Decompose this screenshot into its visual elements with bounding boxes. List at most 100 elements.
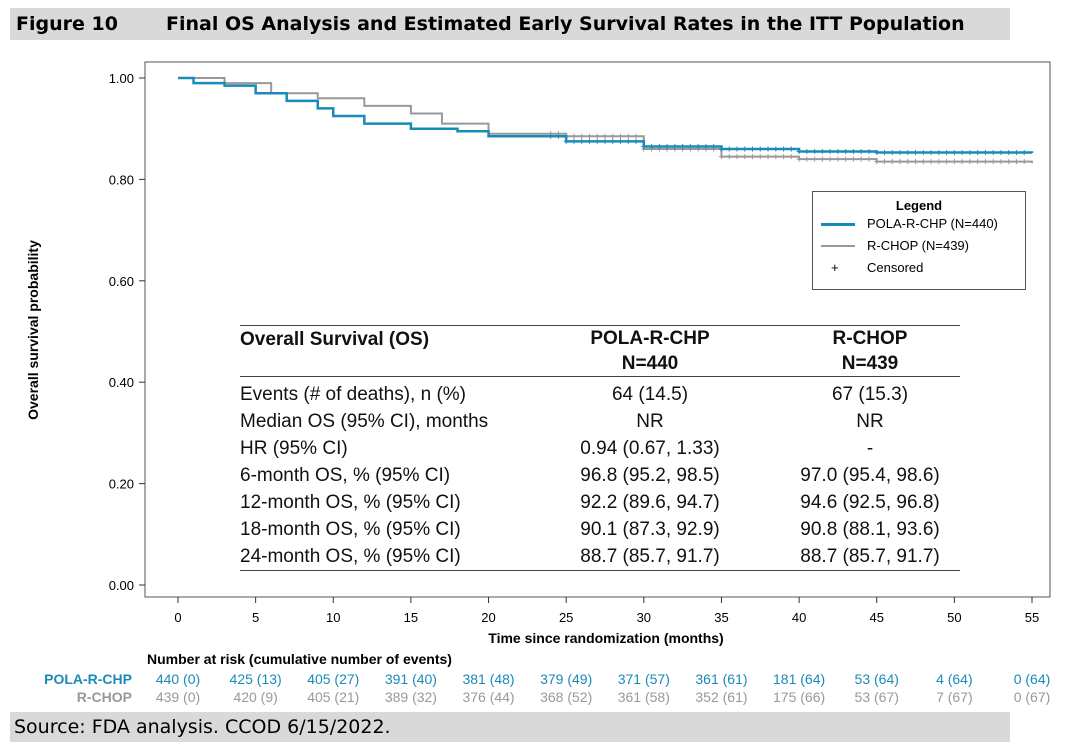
table-header-cell: R-CHOP N=439	[780, 326, 960, 376]
plot-frame	[144, 61, 1051, 598]
arm-n: N=439	[841, 353, 899, 374]
risk-value: 379 (49)	[540, 671, 593, 687]
y-tick-label: 0.60	[109, 274, 134, 289]
table-row: 12-month OS, % (95% CI) 92.2 (89.6, 94.7)…	[240, 489, 960, 516]
table-cell: Median OS (95% CI), months	[240, 411, 489, 432]
y-tick-label: 0.40	[109, 375, 134, 390]
risk-value: 0 (64)	[1013, 671, 1051, 687]
table-cell: 97.0 (95.4, 98.6)	[800, 465, 940, 486]
risk-value: 405 (21)	[307, 689, 360, 705]
table-cell: 94.6 (92.5, 96.8)	[800, 492, 940, 513]
legend-title: Legend	[895, 198, 943, 213]
pola-swatch-icon	[821, 223, 855, 226]
x-tick-label: 25	[559, 610, 573, 625]
table-cell: 18-month OS, % (95% CI)	[240, 519, 461, 540]
table-cell: NR	[636, 411, 664, 432]
table-row: HR (95% CI) 0.94 (0.67, 1.33) -	[240, 435, 960, 462]
arm-name: R-CHOP	[832, 328, 908, 349]
table-header-cell: POLA-R-CHP N=440	[570, 326, 730, 376]
risk-value: 361 (58)	[617, 689, 670, 705]
table-row: Events (# of deaths), n (%) 64 (14.5) 67 (…	[240, 381, 960, 408]
risk-value: 439 (0)	[155, 689, 201, 705]
survival-curve-r-chop	[178, 77, 1033, 164]
x-tick-label: 0	[174, 610, 181, 625]
table-cell: 64 (14.5)	[611, 384, 689, 405]
risk-value: 7 (67)	[936, 689, 973, 705]
risk-value: 175 (66)	[773, 689, 826, 705]
x-axis-label: Time since randomization (months)	[488, 630, 723, 646]
table-cell: -	[866, 438, 874, 459]
table-cell: NR	[856, 411, 884, 432]
x-tick-label: 55	[1025, 610, 1039, 625]
risk-value: 391 (40)	[384, 671, 437, 687]
y-axis-label: Overall survival probability	[25, 240, 41, 420]
risk-value: 425 (13)	[229, 671, 282, 687]
x-tick-label: 15	[404, 610, 418, 625]
risk-value: 389 (32)	[384, 689, 437, 705]
table-body: Events (# of deaths), n (%) 64 (14.5) 67 (…	[240, 381, 960, 571]
risk-value: 53 (64)	[854, 671, 899, 687]
table-cell: 24-month OS, % (95% CI)	[240, 546, 461, 567]
y-tick-label: 0.00	[109, 578, 134, 593]
table-cell: 90.8 (88.1, 93.6)	[800, 519, 940, 540]
risk-value: 381 (48)	[462, 671, 515, 687]
rchop-swatch-icon	[821, 245, 855, 247]
risk-table-title: Number at risk (cumulative number of eve…	[147, 651, 452, 667]
risk-value: 352 (61)	[695, 689, 748, 705]
risk-value: 440 (0)	[155, 671, 201, 687]
risk-value: 368 (52)	[540, 689, 593, 705]
x-tick-label: 35	[714, 610, 728, 625]
table-cell: 12-month OS, % (95% CI)	[240, 492, 461, 513]
table-cell: 67 (15.3)	[831, 384, 909, 405]
table-cell: 92.2 (89.6, 94.7)	[580, 492, 720, 513]
table-cell: 96.8 (95.2, 98.5)	[580, 465, 720, 486]
risk-value: 4 (64)	[936, 671, 973, 687]
x-tick-label: 50	[947, 610, 961, 625]
legend-label: R-CHOP (N=439)	[867, 238, 969, 253]
x-tick-label: 30	[637, 610, 651, 625]
risk-value: 371 (57)	[617, 671, 670, 687]
table-row: 6-month OS, % (95% CI) 96.8 (95.2, 98.5) 9…	[240, 462, 960, 489]
table-cell: 88.7 (85.7, 91.7)	[800, 546, 940, 567]
arm-name: POLA-R-CHP	[590, 328, 710, 349]
y-tick-label: 1.00	[109, 71, 134, 86]
x-tick-label: 40	[792, 610, 806, 625]
table-row: 18-month OS, % (95% CI) 90.1 (87.3, 92.9)…	[240, 516, 960, 543]
risk-value: 181 (64)	[773, 671, 826, 687]
table-header: Overall Survival (OS) POLA-R-CHP N=440 R-…	[240, 325, 960, 377]
table-row: Median OS (95% CI), months NR NR	[240, 408, 960, 435]
table-cell: 90.1 (87.3, 92.9)	[580, 519, 720, 540]
x-tick-label: 5	[252, 610, 259, 625]
y-tick-label: 0.80	[109, 172, 134, 187]
legend-label: Censored	[867, 260, 924, 275]
table-row: 24-month OS, % (95% CI) 88.7 (85.7, 91.7)…	[240, 543, 960, 571]
table-cell: 0.94 (0.67, 1.33)	[580, 438, 720, 459]
table-cell: 6-month OS, % (95% CI)	[240, 465, 451, 486]
legend-item-rchop: R-CHOP (N=439)	[813, 235, 1025, 257]
legend-label: POLA-R-CHP (N=440)	[867, 216, 998, 231]
x-tick-label: 45	[869, 610, 883, 625]
censor-marks-pola-r-chp	[548, 133, 1027, 156]
risk-value: 0 (67)	[1013, 689, 1051, 705]
risk-value: 376 (44)	[462, 689, 515, 705]
arm-n: N=440	[621, 353, 679, 374]
legend: Legend POLA-R-CHP (N=440) R-CHOP (N=439)…	[812, 191, 1026, 290]
risk-arm-label: R-CHOP	[76, 689, 132, 705]
risk-value: 53 (67)	[854, 689, 899, 705]
survival-curve-pola-r-chp	[178, 76, 1034, 154]
figure-header: Figure 10 Final OS Analysis and Estimate…	[10, 8, 1010, 40]
risk-value: 405 (27)	[307, 671, 360, 687]
risk-value: 420 (9)	[233, 689, 278, 705]
y-tick-label: 0.20	[109, 477, 134, 492]
figure-number: Figure 10	[16, 13, 118, 35]
risk-value: 361 (61)	[695, 671, 748, 687]
table-cell: HR (95% CI)	[240, 438, 348, 459]
source-note: Source: FDA analysis. CCOD 6/15/2022.	[10, 712, 1010, 742]
censor-marks-r-chop	[548, 131, 1027, 165]
table-header-cell: Overall Survival (OS)	[240, 329, 430, 350]
table-cell: Events (# of deaths), n (%)	[240, 384, 466, 405]
x-tick-label: 10	[326, 610, 340, 625]
os-table: Overall Survival (OS) POLA-R-CHP N=440 R-…	[240, 325, 960, 571]
legend-item-censored: + Censored	[813, 257, 1025, 279]
x-tick-label: 20	[481, 610, 495, 625]
